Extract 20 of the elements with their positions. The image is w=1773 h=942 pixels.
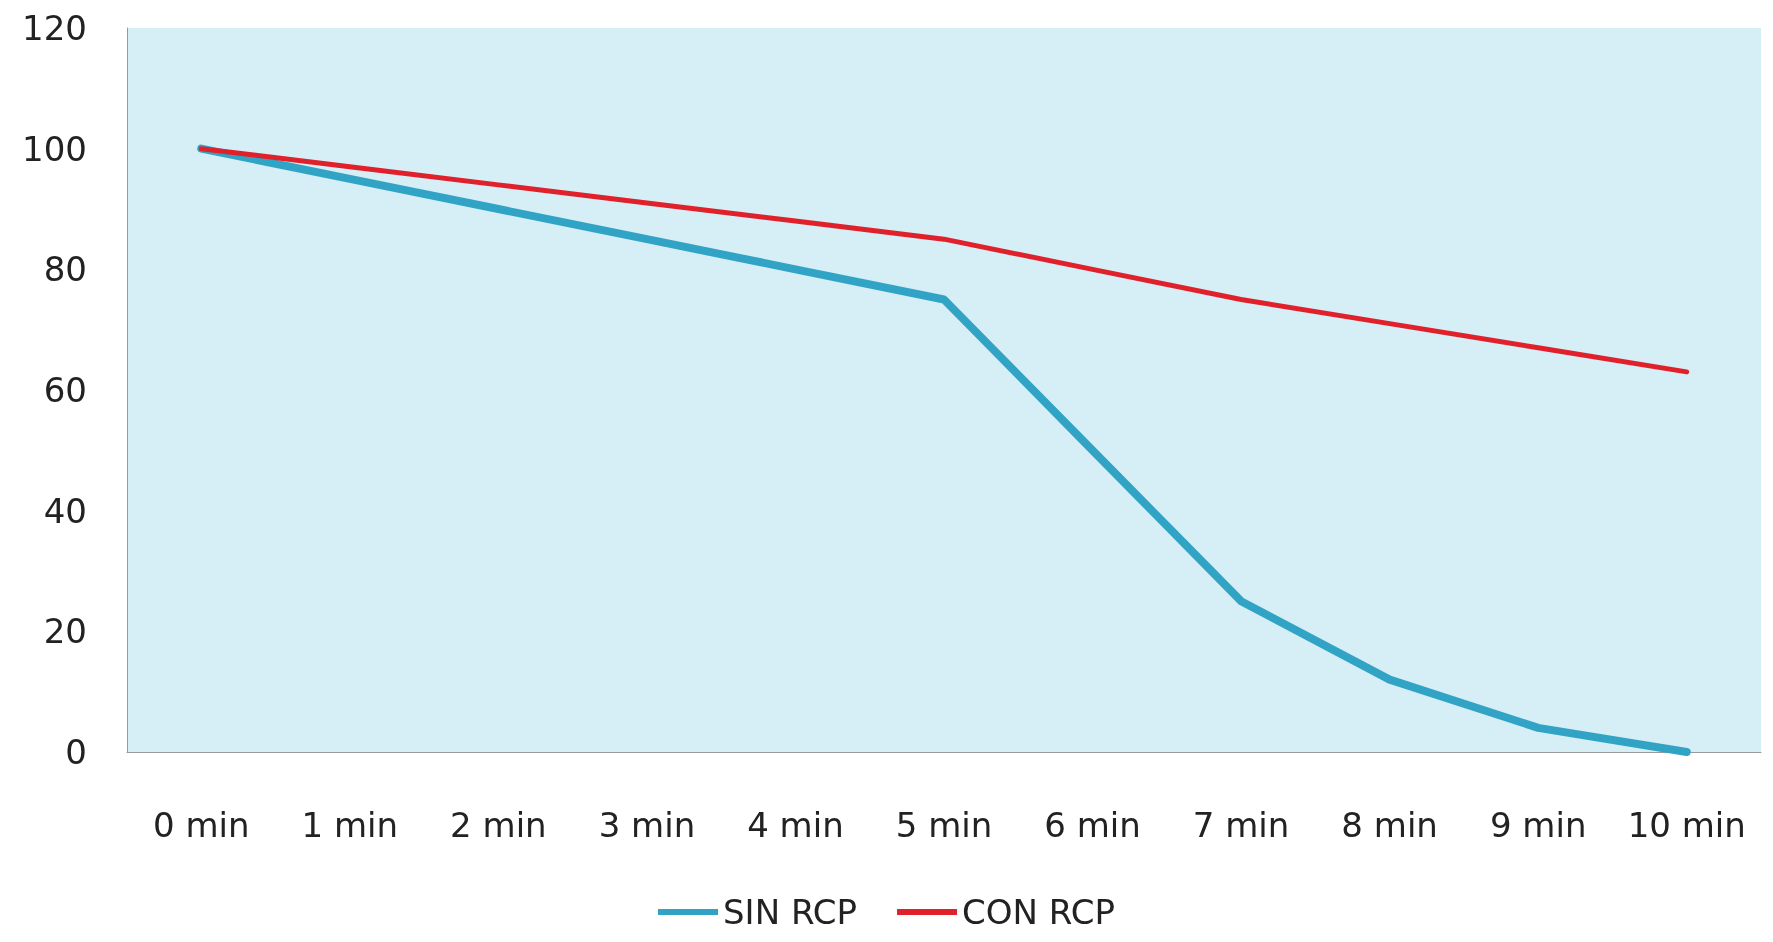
y-tick-label: 120 <box>22 8 87 48</box>
y-tick-label: 20 <box>43 611 87 652</box>
y-tick-label: 40 <box>43 490 87 531</box>
x-tick-label: 1 min <box>301 805 399 845</box>
legend-label: CON RCP <box>962 892 1115 932</box>
x-tick-label: 4 min <box>747 805 844 845</box>
x-tick-label: 2 min <box>450 805 547 845</box>
y-tick-label: 100 <box>22 128 87 169</box>
legend-label: SIN RCP <box>723 892 858 932</box>
y-tick-label: 60 <box>43 370 87 410</box>
x-tick-label: 0 min <box>152 805 250 845</box>
x-tick-label: 3 min <box>598 805 696 845</box>
x-tick-label: 6 min <box>1044 805 1141 845</box>
x-tick-label: 10 min <box>1627 805 1746 845</box>
x-tick-label: 8 min <box>1341 805 1438 845</box>
y-tick-label: 0 <box>65 732 87 772</box>
x-tick-label: 5 min <box>895 805 993 845</box>
x-tick-label: 7 min <box>1192 805 1290 845</box>
y-tick-label: 80 <box>43 249 87 290</box>
x-tick-label: 9 min <box>1489 805 1587 845</box>
